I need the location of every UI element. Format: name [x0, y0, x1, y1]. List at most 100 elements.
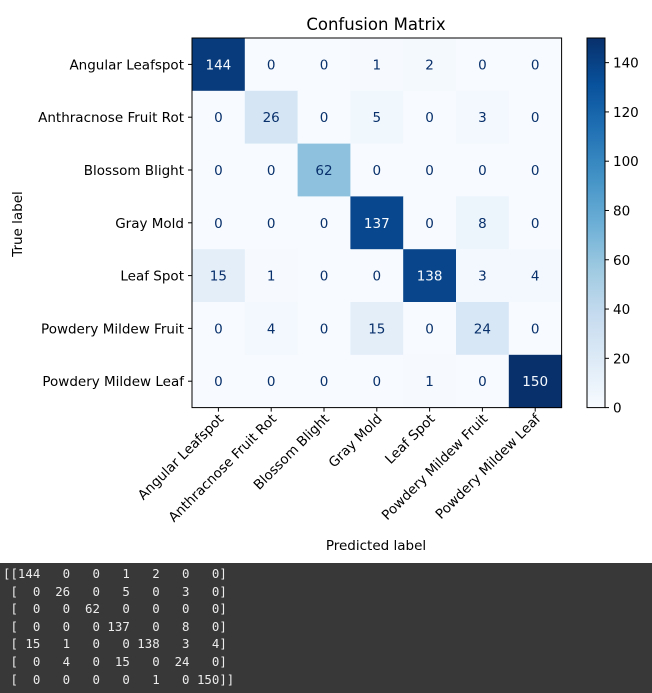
cell-value: 0 — [373, 269, 382, 285]
heatmap-cell — [297, 38, 351, 92]
heatmap-cell — [297, 354, 351, 409]
heatmap-cell — [192, 354, 246, 409]
heatmap-cell — [244, 38, 299, 92]
cell-value: 137 — [364, 216, 390, 232]
heatmap-cell — [192, 38, 246, 92]
cell-value: 5 — [373, 110, 382, 126]
x-tick-label: Anthracnose Fruit Rot — [166, 411, 280, 525]
heatmap-cell — [244, 354, 299, 409]
cell-value: 0 — [425, 163, 434, 179]
heatmap-cell — [350, 38, 404, 92]
heatmap-cell — [403, 302, 457, 356]
confusion-matrix-chart: Confusion Matrix 144 0 0 1 2 0 00 26 0 5 0 3 00 0 62 0 0… — [10, 15, 639, 554]
heatmap-cell — [244, 143, 299, 197]
heatmap-cell — [456, 354, 510, 409]
cell-value: 0 — [478, 374, 487, 390]
colorbar-ticks: 0 20 40 60 80 100 120 140 — [605, 56, 639, 417]
cell-value: 0 — [267, 216, 276, 232]
heatmap-cell — [403, 354, 457, 409]
x-axis-title: Predicted label — [326, 538, 426, 554]
cell-value: 150 — [522, 374, 548, 390]
heatmap-cell — [508, 354, 563, 409]
heatmap-cell — [192, 196, 246, 250]
cell-value: 0 — [373, 163, 382, 179]
cell-value: 138 — [417, 269, 443, 285]
cell-value: 0 — [214, 163, 223, 179]
heatmap-cell — [403, 90, 457, 145]
y-tick-label: Gray Mold — [115, 216, 184, 232]
heatmap-cell — [192, 302, 246, 356]
heatmap-cell — [350, 302, 404, 356]
cell-value: 4 — [531, 269, 540, 285]
cell-value: 0 — [320, 57, 329, 73]
heatmap-cell — [403, 143, 457, 197]
cell-value: 0 — [478, 163, 487, 179]
cell-value: 0 — [267, 57, 276, 73]
heatmap-cell — [456, 249, 510, 303]
colorbar-tick-label: 20 — [613, 351, 630, 367]
cell-value: 0 — [478, 57, 487, 73]
cell-value: 24 — [474, 321, 491, 337]
y-tick-label: Angular Leafspot — [69, 57, 184, 73]
y-tick-label: Blossom Blight — [84, 163, 184, 179]
cell-value: 0 — [214, 374, 223, 390]
heatmap-cell — [244, 249, 299, 303]
heatmap-cell — [508, 143, 563, 197]
heatmap-cells — [192, 38, 563, 409]
cell-value: 0 — [320, 374, 329, 390]
y-tick-label: Anthracnose Fruit Rot — [38, 110, 184, 126]
cell-value: 3 — [478, 110, 487, 126]
colorbar-tick-label: 60 — [613, 253, 630, 269]
console-line: [ 0 26 0 5 0 3 0] — [3, 583, 227, 599]
heatmap-cell — [350, 196, 404, 250]
chart-title: Confusion Matrix — [306, 15, 446, 34]
heatmap-cell — [456, 143, 510, 197]
x-tick-label: Gray Mold — [326, 411, 386, 471]
cell-value: 0 — [267, 163, 276, 179]
colorbar-tick-label: 140 — [613, 56, 639, 72]
console-line: [ 0 0 0 137 0 8 0] — [3, 618, 227, 634]
cell-value: 0 — [214, 110, 223, 126]
cell-value: 8 — [478, 216, 487, 232]
cell-value: 1 — [373, 57, 382, 73]
heatmap-cell — [403, 38, 457, 92]
cell-value: 0 — [531, 216, 540, 232]
x-tick-label: Leaf Spot — [382, 411, 438, 467]
heatmap-cell — [350, 249, 404, 303]
console-line: [[144 0 0 1 2 0 0] — [3, 566, 227, 581]
cell-value: 0 — [531, 110, 540, 126]
console-line: [ 0 0 62 0 0 0 0] — [3, 601, 227, 617]
heatmap-cell — [244, 302, 299, 356]
cell-value: 3 — [478, 269, 487, 285]
cell-value: 26 — [263, 110, 280, 126]
heatmap-cell — [508, 302, 563, 356]
x-tick-label: Powdery Mildew Leaf — [433, 410, 545, 522]
colorbar-tick-label: 0 — [613, 401, 622, 417]
heatmap-cell — [297, 302, 351, 356]
heatmap-cell — [456, 196, 510, 250]
cell-value: 144 — [206, 57, 232, 73]
cell-value: 0 — [531, 163, 540, 179]
x-tick-label: Angular Leafspot — [135, 411, 227, 503]
heatmap-cell — [192, 90, 246, 145]
heatmap-cell — [456, 302, 510, 356]
cell-value: 0 — [214, 216, 223, 232]
heatmap-cell — [350, 90, 404, 145]
cell-value: 62 — [315, 163, 332, 179]
heatmap-cell — [192, 249, 246, 303]
y-axis-ticks: Angular Leafspot Anthracnose Fruit Rot Blo… — [38, 57, 192, 390]
cell-value: 0 — [425, 216, 434, 232]
cell-value: 0 — [531, 321, 540, 337]
colorbar-tick-label: 120 — [613, 105, 639, 121]
heatmap-cell — [192, 143, 246, 197]
cell-value: 0 — [373, 374, 382, 390]
x-tick-label: Powdery Mildew Fruit — [379, 411, 491, 523]
cell-value: 0 — [320, 269, 329, 285]
heatmap-cell — [403, 196, 457, 250]
cell-value: 15 — [368, 321, 385, 337]
y-axis-title: True label — [10, 191, 26, 258]
colorbar — [586, 37, 606, 409]
cell-value: 1 — [267, 269, 276, 285]
cell-value: 0 — [214, 321, 223, 337]
heatmap-cell — [456, 90, 510, 145]
